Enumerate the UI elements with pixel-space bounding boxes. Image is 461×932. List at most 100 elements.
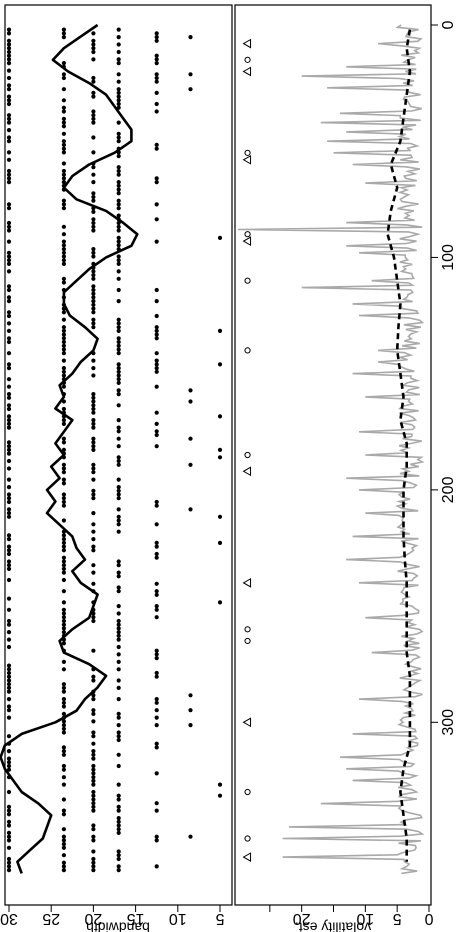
data-point (61, 808, 66, 813)
data-point (154, 581, 159, 586)
data-point (6, 533, 12, 538)
data-point (116, 380, 121, 385)
data-point (6, 670, 12, 676)
data-point (116, 168, 121, 174)
y-tick-label: 15 (127, 910, 145, 927)
data-point (116, 325, 121, 330)
data-point (91, 741, 96, 746)
data-point (154, 101, 159, 107)
data-point (6, 321, 12, 326)
data-point (116, 496, 121, 501)
data-point (91, 436, 96, 441)
data-point (61, 384, 66, 389)
data-point (188, 693, 193, 698)
data-point (116, 418, 121, 423)
data-point (91, 510, 96, 516)
data-point (61, 689, 66, 694)
data-point (116, 630, 121, 635)
data-point (6, 663, 12, 668)
data-point (91, 418, 96, 423)
data-point (91, 46, 96, 51)
data-point (116, 574, 121, 579)
data-point (61, 834, 66, 839)
data-point (61, 600, 66, 605)
data-point (116, 477, 121, 482)
data-point (91, 109, 96, 114)
data-point (188, 399, 193, 404)
data-point (6, 46, 12, 51)
data-point (61, 172, 66, 177)
data-point (61, 176, 66, 181)
data-point (61, 27, 66, 32)
data-point (91, 496, 96, 501)
data-point (154, 366, 159, 371)
data-point (91, 771, 96, 776)
data-point (61, 533, 66, 538)
data-point (188, 708, 193, 713)
data-point (91, 150, 96, 155)
data-point (116, 462, 121, 467)
data-point (116, 373, 121, 378)
data-point (116, 120, 121, 125)
data-point (116, 485, 121, 490)
data-point (91, 537, 96, 542)
data-point (154, 176, 159, 181)
data-point (154, 429, 159, 434)
data-point (91, 752, 96, 757)
data-point (61, 87, 66, 92)
data-point (6, 258, 12, 263)
data-point (91, 711, 96, 717)
data-point (6, 689, 12, 694)
data-point (61, 261, 66, 266)
data-point (61, 589, 66, 594)
data-point (154, 648, 159, 653)
data-point (154, 313, 159, 319)
data-point (61, 336, 66, 341)
data-point (6, 458, 12, 464)
data-point (61, 202, 66, 207)
data-point (61, 503, 66, 508)
data-point (154, 670, 159, 676)
data-point (116, 336, 121, 341)
data-point (6, 220, 12, 226)
data-point (154, 57, 159, 62)
data-point (116, 667, 121, 672)
data-point (154, 325, 159, 330)
data-point (217, 540, 223, 546)
triangle-marker (242, 236, 252, 247)
data-point (188, 723, 193, 728)
data-point (91, 789, 96, 795)
data-point (91, 310, 96, 315)
data-point (91, 856, 96, 862)
data-point (91, 763, 96, 769)
data-point (6, 150, 12, 155)
x-tick-label: 0 (440, 20, 457, 29)
data-point (154, 604, 159, 609)
y-tick-label: 5 (393, 910, 402, 927)
data-point (6, 577, 12, 583)
data-point (91, 116, 96, 121)
data-point (61, 700, 66, 705)
data-point (116, 633, 121, 638)
data-point (91, 94, 96, 99)
data-point (6, 87, 12, 92)
data-point (116, 261, 121, 266)
data-point (6, 49, 12, 55)
data-point (91, 827, 96, 832)
data-point (116, 637, 121, 642)
data-point (154, 652, 159, 657)
data-point (116, 856, 121, 862)
data-point (6, 485, 12, 490)
data-point (116, 339, 121, 345)
data-point (6, 734, 12, 739)
data-point (61, 161, 66, 166)
data-point (61, 626, 66, 631)
data-point (91, 581, 96, 586)
data-point (154, 544, 159, 549)
data-point (6, 544, 12, 549)
data-point (61, 168, 66, 174)
data-point (91, 321, 96, 326)
data-point (6, 250, 12, 255)
data-point (116, 27, 121, 32)
data-point (154, 801, 159, 806)
